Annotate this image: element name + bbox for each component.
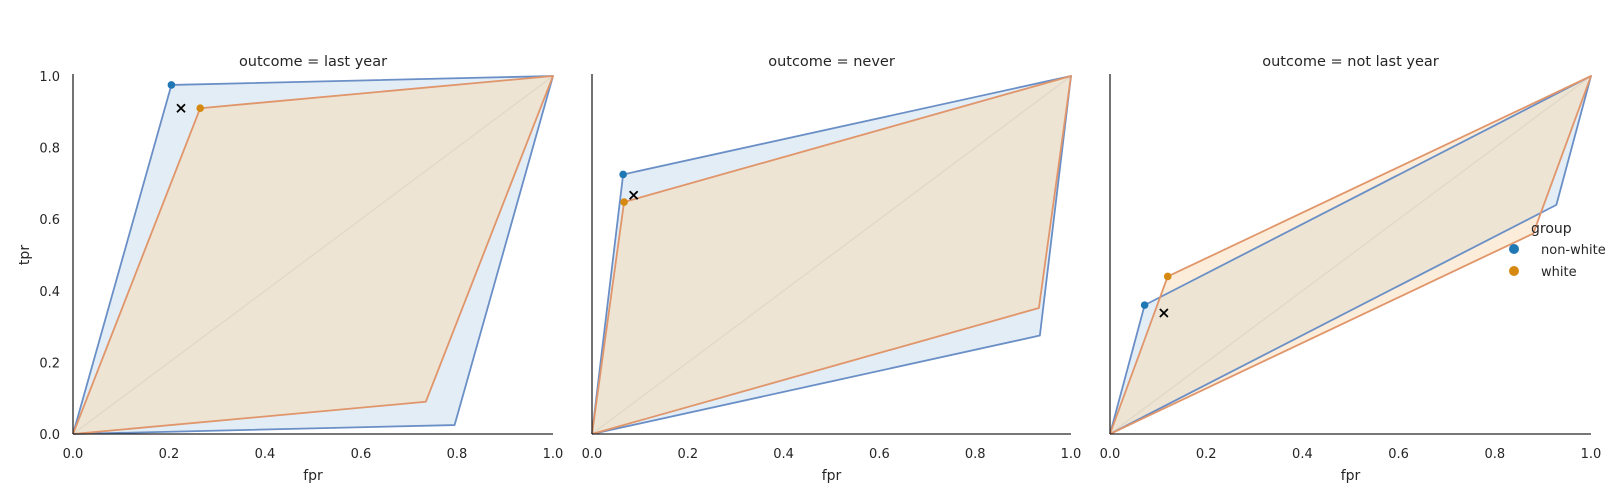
cross-marker — [1159, 308, 1169, 318]
legend-label-non-white: non-white — [1541, 243, 1606, 258]
x-tick-label: 0.0 — [1100, 447, 1121, 462]
panel-1: 0.0 0.2 0.4 0.6 0.8 1.0 0.0 0.2 0.4 0.6 0.8 1.0 outc… — [17, 54, 563, 484]
x-tick-label: 0.4 — [255, 447, 276, 462]
legend-marker-non-white — [1509, 244, 1519, 254]
y-tick-label: 0.6 — [39, 213, 60, 228]
point-non-white — [619, 170, 627, 179]
y-tick-label: 0.4 — [39, 285, 60, 300]
legend-label-white: white — [1541, 265, 1577, 280]
legend-entry-white: white — [1509, 265, 1577, 280]
x-tick-label: 0.6 — [351, 447, 372, 462]
region-fill-white — [592, 76, 1071, 434]
cross-stroke — [176, 103, 186, 113]
x-tick-label: 0.6 — [1388, 447, 1409, 462]
y-axis-label: tpr — [17, 245, 33, 265]
y-tick-label: 0.8 — [39, 142, 60, 157]
panel-2: 0.0 0.2 0.4 0.6 0.8 1.0 outcome = never fpr — [582, 54, 1082, 484]
point-white — [196, 104, 204, 113]
x-tick-label: 1.0 — [1581, 447, 1602, 462]
x-tick-label: 0.0 — [582, 447, 603, 462]
cross-marker — [176, 103, 186, 113]
region-fill-white — [1110, 76, 1591, 434]
region-fill-white — [73, 76, 553, 434]
point-white — [1163, 272, 1172, 281]
legend-entry-non-white: non-white — [1509, 243, 1606, 258]
region-outline-white — [591, 75, 1072, 435]
region-outline-white — [72, 75, 554, 435]
legend-title: group — [1531, 221, 1572, 237]
x-tick-label: 0.2 — [159, 447, 180, 462]
point-non-white — [1140, 301, 1149, 309]
x-tick-label: 0.4 — [1292, 447, 1313, 462]
legend-marker-white — [1509, 266, 1519, 276]
y-tick-label: 1.0 — [39, 70, 60, 85]
panel-title: outcome = never — [768, 54, 895, 70]
legend: group non-white white — [1509, 221, 1606, 280]
x-tick-label: 1.0 — [1061, 447, 1082, 462]
x-tick-label: 0.8 — [447, 447, 468, 462]
x-axis-label: fpr — [822, 468, 842, 484]
x-tick-label: 0.8 — [965, 447, 986, 462]
x-tick-label: 0.6 — [869, 447, 890, 462]
panel-title: outcome = last year — [239, 54, 387, 70]
panel-3: 0.0 0.2 0.4 0.6 0.8 1.0 outcome = not last yea… — [1100, 54, 1602, 484]
point-white — [620, 198, 628, 206]
cross-stroke — [1159, 308, 1169, 318]
y-tick-label: 0.0 — [39, 428, 60, 443]
panel-title: outcome = not last year — [1262, 54, 1439, 70]
x-tick-label: 0.2 — [1196, 447, 1217, 462]
point-non-white — [167, 81, 176, 89]
x-tick-label: 0.4 — [773, 447, 794, 462]
cross-marker — [629, 190, 639, 200]
x-tick-label: 0.2 — [677, 447, 698, 462]
x-tick-label: 0.8 — [1484, 447, 1505, 462]
y-tick-label: 0.2 — [39, 356, 60, 371]
x-axis-label: fpr — [303, 468, 323, 484]
x-axis-label: fpr — [1341, 468, 1361, 484]
x-tick-label: 1.0 — [543, 447, 564, 462]
region-outline-white — [1109, 75, 1592, 435]
cross-stroke — [629, 190, 639, 200]
x-tick-label: 0.0 — [63, 447, 84, 462]
